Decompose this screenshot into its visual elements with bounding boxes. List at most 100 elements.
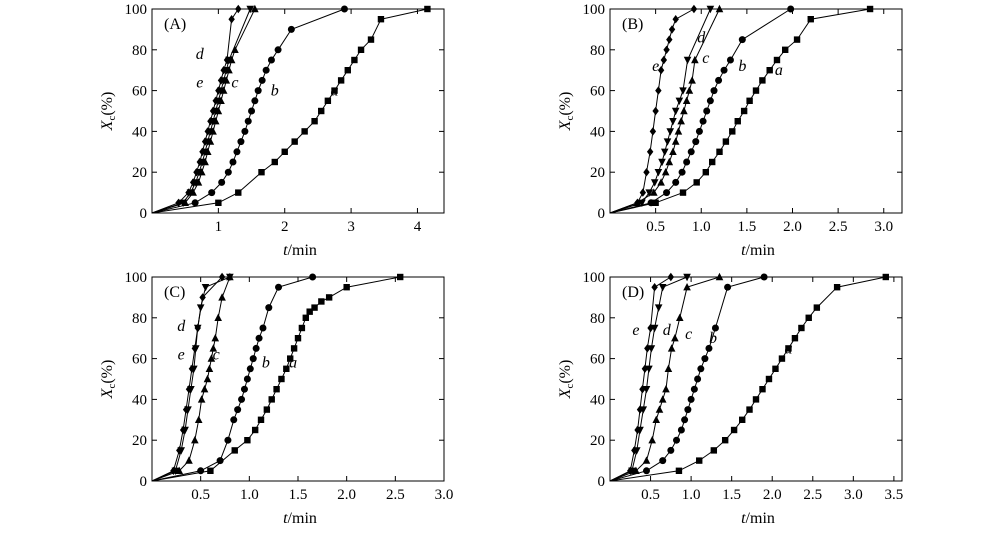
data-point-a (331, 87, 338, 94)
data-point-b (249, 355, 257, 363)
data-point-a (231, 447, 238, 454)
data-point-b (663, 189, 671, 197)
data-point-e (647, 323, 654, 333)
data-point-c (680, 106, 688, 115)
data-point-b (224, 436, 232, 444)
data-point-c (667, 344, 676, 352)
data-point-a (207, 467, 214, 474)
data-point-b (715, 76, 723, 84)
data-point-b (787, 5, 795, 13)
series-e: e (609, 272, 675, 482)
data-point-c (642, 456, 651, 464)
data-point-a (397, 273, 404, 281)
series-label-c: c (685, 326, 692, 343)
data-point-a (693, 179, 700, 186)
series-line-c (151, 8, 256, 214)
y-tick-label: 20 (132, 165, 147, 181)
x-tick-label: 2.5 (386, 487, 405, 503)
data-point-b (690, 385, 698, 393)
data-point-b (191, 199, 199, 207)
data-point-a (278, 375, 285, 383)
data-point-c (207, 354, 216, 362)
y-axis-var: X (557, 119, 574, 131)
data-point-b (701, 355, 709, 363)
data-point-a (357, 46, 365, 53)
data-point-b (240, 385, 248, 393)
data-point-e (218, 272, 226, 282)
data-point-a (833, 284, 841, 291)
x-tick-label: 2.5 (829, 219, 848, 235)
series-e: e (609, 4, 698, 214)
y-tick-label: 20 (590, 433, 605, 449)
data-point-e (193, 168, 200, 177)
data-point-c (175, 466, 184, 474)
data-point-e (191, 344, 199, 353)
data-point-b (677, 426, 685, 434)
series-c: c (151, 272, 234, 482)
data-point-e (185, 385, 193, 394)
data-point-e (220, 66, 227, 75)
data-point-b (229, 158, 237, 166)
x-tick-label: 4 (414, 219, 422, 235)
data-point-b (697, 365, 705, 373)
series-label-c: c (702, 50, 709, 67)
data-point-c (209, 344, 218, 352)
data-point-a (377, 16, 385, 23)
data-point-a (866, 5, 874, 13)
data-point-a (740, 107, 748, 115)
y-axis-var: X (557, 387, 574, 399)
x-tick-label: 2 (281, 219, 289, 235)
data-point-b (254, 87, 262, 95)
data-point-e (641, 364, 649, 373)
data-point-c (197, 395, 206, 403)
y-tick-label: 60 (132, 84, 147, 100)
data-point-a (324, 97, 332, 104)
data-point-e (634, 198, 641, 207)
data-point-d (706, 5, 715, 14)
data-point-b (724, 283, 732, 291)
data-point-c (665, 157, 674, 166)
y-axis-title: Xc(%) (99, 92, 118, 132)
data-point-b (705, 344, 713, 352)
series-c: c (151, 4, 259, 214)
series-line-a (151, 276, 401, 482)
data-point-b (703, 107, 711, 115)
data-point-a (367, 36, 375, 43)
data-point-a (302, 314, 309, 321)
series-label-e: e (652, 58, 659, 75)
plot-frame (151, 8, 445, 214)
x-tick-label: 1.0 (692, 219, 711, 235)
x-axis-unit: /min (288, 510, 317, 527)
data-point-d (683, 56, 692, 65)
series-d: d (151, 5, 255, 214)
data-point-a (257, 416, 265, 423)
data-point-e (631, 446, 638, 455)
data-point-a (734, 118, 741, 125)
y-axis-var: X (99, 387, 116, 399)
x-axis-var: t (741, 510, 746, 527)
data-point-a (730, 426, 738, 434)
data-point-b (248, 107, 256, 115)
y-axis-title: Xc(%) (557, 360, 576, 400)
x-tick-label: 3.5 (885, 487, 904, 503)
data-point-b (720, 66, 728, 74)
data-point-e (636, 405, 644, 414)
data-point-a (325, 294, 333, 301)
x-axis-var: t (283, 242, 288, 259)
x-tick-label: 3.0 (874, 219, 893, 235)
data-point-d (654, 169, 663, 177)
data-point-c (652, 415, 661, 423)
data-point-c (661, 168, 670, 176)
data-point-e (663, 45, 670, 54)
y-tick-label: 40 (132, 124, 147, 140)
series-c: c (609, 4, 724, 214)
data-point-a (772, 365, 779, 372)
data-point-a (273, 386, 280, 393)
data-point-b (216, 457, 224, 465)
x-axis-unit: /min (746, 242, 775, 259)
data-point-d (666, 128, 675, 136)
data-point-a (290, 345, 298, 352)
data-point-a (722, 138, 730, 145)
data-point-c (251, 4, 259, 13)
data-point-e (196, 157, 203, 167)
